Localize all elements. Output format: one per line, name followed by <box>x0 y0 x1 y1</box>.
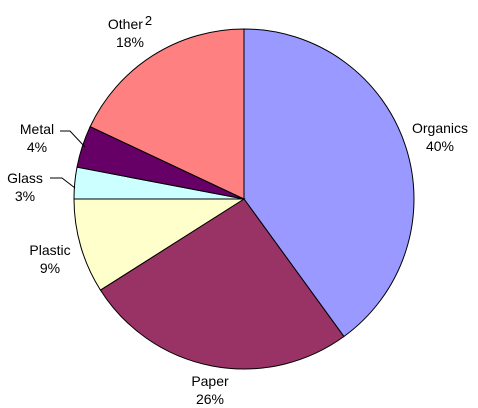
slice-name: Metal <box>19 121 55 137</box>
pie-slice-other <box>89 28 245 200</box>
slice-label-metal: Metal 4% <box>12 120 62 156</box>
slice-percent: 18% <box>115 34 145 50</box>
pie-slice-plastic <box>73 198 246 291</box>
slice-name-superscript: 2 <box>144 13 153 28</box>
slice-label-organics: Organics 40% <box>405 119 475 155</box>
slice-percent: 4% <box>26 139 48 155</box>
slice-label-plastic: Plastic 9% <box>22 241 78 277</box>
pie-slice-organics <box>243 28 415 338</box>
slice-name-row: Other 2 <box>100 13 160 33</box>
slice-percent: 26% <box>195 391 225 407</box>
slice-name: Organics <box>411 120 469 136</box>
slice-name: Paper <box>191 373 229 389</box>
slice-percent: 3% <box>14 188 36 204</box>
slice-label-paper: Paper 26% <box>185 372 235 408</box>
slice-name: Glass <box>7 170 43 186</box>
slice-percent: 40% <box>425 138 455 154</box>
pie-slice-paper <box>99 198 345 370</box>
leader-line-glass <box>50 177 76 189</box>
leader-line-metal <box>60 130 86 148</box>
slice-name: Other <box>107 16 143 32</box>
slice-label-glass: Glass 3% <box>2 169 48 205</box>
slice-label-other: Other 2 18% <box>100 13 160 51</box>
slice-percent: 9% <box>39 260 61 276</box>
slice-name: Plastic <box>29 242 71 258</box>
